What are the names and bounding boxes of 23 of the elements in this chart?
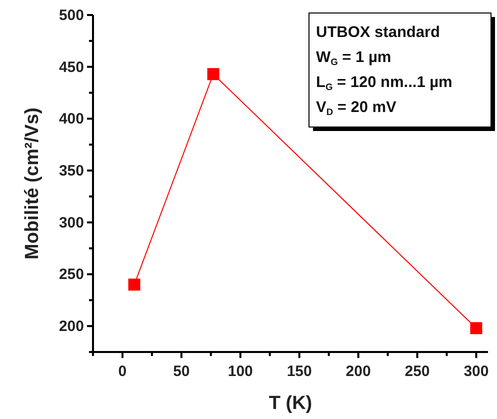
x-axis-title: T (K) [268,393,312,414]
y-tick-label: 500 [58,7,84,24]
x-tick-label: 150 [286,363,312,380]
x-tick-label: 0 [118,363,127,380]
y-tick-label: 300 [58,214,84,232]
x-tick-label: 50 [173,363,190,380]
point [128,278,140,291]
y-tick-label: 200 [58,318,84,336]
y-tick-label: 400 [58,110,84,128]
y-tick-label: 350 [58,162,84,180]
x-tick-label: 100 [228,363,253,380]
y-tick-label: 250 [58,266,84,284]
x-tick-label: 300 [464,363,489,380]
y-axis-title: Mobilité (cm²/Vs) [22,107,43,260]
annotation: L$_{G}$ = 120 nm...1 µm [316,74,452,92]
point [207,68,220,80]
annotation: UTBOX standard [316,24,440,41]
y-tick-label: 450 [58,58,84,76]
x-tick-label: 250 [404,363,430,380]
point [470,322,482,334]
annotation: W$_{G}$ = 1 µm [316,49,392,67]
x-tick-label: 200 [346,363,371,380]
annotation: V$_{D}$ = 20 mV [316,99,398,117]
